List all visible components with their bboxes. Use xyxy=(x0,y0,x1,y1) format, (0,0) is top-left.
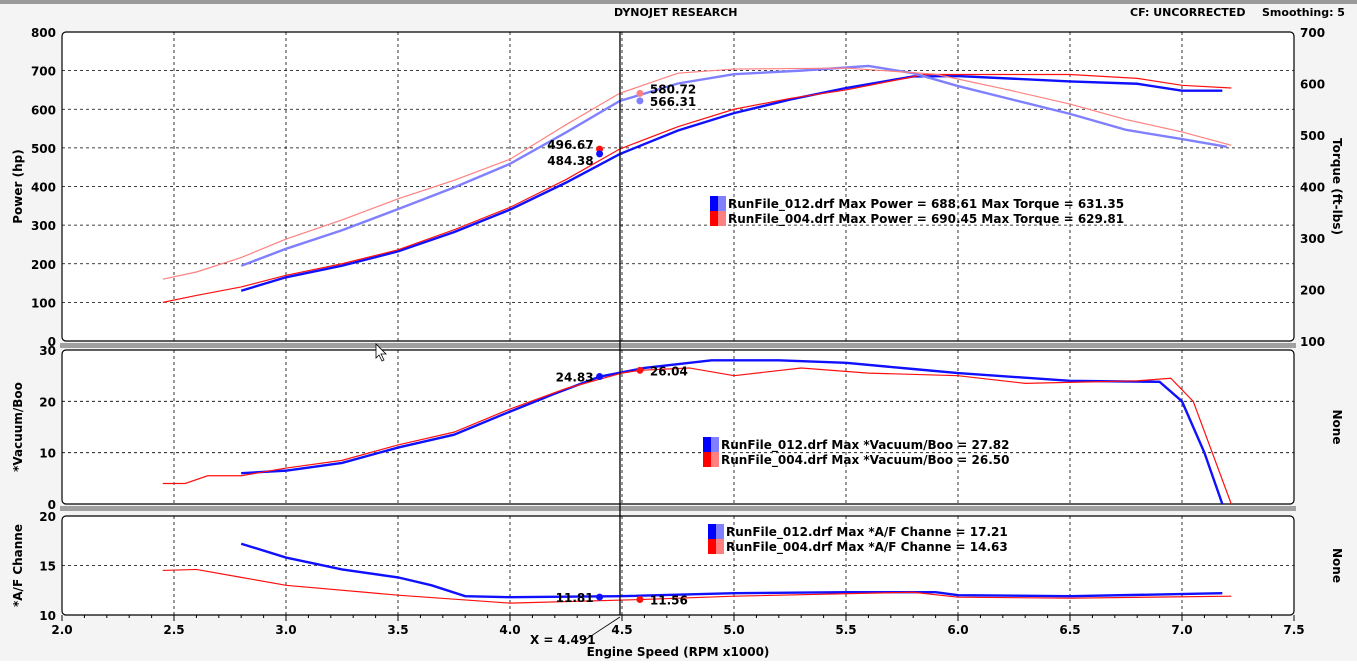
y-tick-label: 10 xyxy=(39,609,56,623)
x-tick-label: 5.0 xyxy=(723,623,744,637)
data-marker-label: 566.31 xyxy=(650,95,696,109)
data-marker-label: 11.56 xyxy=(650,594,688,608)
series-line-runfile-012-drf-power xyxy=(240,74,1223,292)
y2-tick-label: 100 xyxy=(1300,335,1325,349)
x-tick-label: 7.0 xyxy=(1171,623,1192,637)
panel-splitter xyxy=(60,343,1296,348)
data-marker-label: 484.38 xyxy=(547,154,593,168)
y-tick-label: 100 xyxy=(31,296,56,310)
chart-panel-2: 0 10 20 30 *Vacuum/Boo None 24.83 26.04 RunFile_… xyxy=(11,344,1344,512)
x-axis-label: Engine Speed (RPM x1000) xyxy=(587,645,770,659)
x-tick-label: 3.0 xyxy=(275,623,296,637)
x-tick-label: 2.5 xyxy=(163,623,184,637)
y2-tick-label: 500 xyxy=(1300,129,1325,143)
legend-entry: RunFile_012.drf Max Power = 688.61 Max T… xyxy=(728,197,1124,212)
series-line-runfile-012-drf-a-f-channe xyxy=(240,542,1223,599)
data-marker-label: 24.83 xyxy=(556,371,594,385)
y2-tick-label: 300 xyxy=(1300,232,1325,246)
data-marker xyxy=(596,150,604,158)
legend-swatch xyxy=(711,437,719,452)
data-marker xyxy=(596,593,604,601)
cursor-readout: X = 4.491 xyxy=(530,633,596,647)
legend-swatch xyxy=(703,452,711,467)
legend-swatch xyxy=(718,211,726,226)
y-axis-label: *Vacuum/Boo xyxy=(11,382,25,472)
y-tick-label: 15 xyxy=(39,560,56,574)
data-marker xyxy=(636,97,644,105)
y2-tick-label: 700 xyxy=(1300,26,1325,40)
panel-splitter xyxy=(60,506,1296,511)
data-marker-label: 26.04 xyxy=(650,364,688,378)
y-tick-label: 700 xyxy=(31,65,56,79)
legend-swatch xyxy=(710,196,718,211)
y2-axis-label: Torque (ft-lbs) xyxy=(1330,138,1344,235)
y-tick-label: 20 xyxy=(39,395,56,409)
x-tick-label: 4.0 xyxy=(499,623,520,637)
legend-swatch xyxy=(703,437,711,452)
chart-panel-1: 0 100 200 300 400 500 600 700 800 100 200 300 400 500… xyxy=(11,26,1344,349)
y-tick-label: 300 xyxy=(31,219,56,233)
legend-swatch xyxy=(710,211,718,226)
legend-entry: RunFile_012.drf Max *A/F Channe = 17.21 xyxy=(726,525,1008,540)
x-tick-label: 7.5 xyxy=(1283,623,1304,637)
correction-factor: CF: UNCORRECTED xyxy=(1130,6,1246,19)
data-marker xyxy=(636,596,644,604)
data-marker-label: 496.67 xyxy=(547,138,593,152)
y-tick-label: 800 xyxy=(31,26,56,40)
data-marker xyxy=(596,373,604,381)
y2-axis-label: None xyxy=(1330,410,1344,445)
y-tick-label: 10 xyxy=(39,447,56,461)
y-tick-label: 600 xyxy=(31,103,56,117)
y-tick-label: 0 xyxy=(48,498,56,512)
series-line-runfile-004-drf-vacuum-boo xyxy=(162,367,1232,505)
mouse-pointer-icon xyxy=(375,343,387,362)
y2-tick-label: 400 xyxy=(1300,181,1325,195)
legend-entry: RunFile_004.drf Max *Vacuum/Boo = 26.50 xyxy=(721,453,1009,468)
series-line-runfile-004-drf-power xyxy=(162,73,1232,303)
chart-panel-3: 10 15 20 *A/F Channe None 11.81 11.56 RunFile_0… xyxy=(11,510,1344,623)
y-tick-label: 200 xyxy=(31,258,56,272)
legend-swatch xyxy=(708,524,716,539)
legend-swatch xyxy=(708,539,716,554)
series-line-runfile-004-drf-a-f-channe xyxy=(162,568,1232,604)
legend-entry: RunFile_004.drf Max Power = 690.45 Max T… xyxy=(728,212,1124,227)
legend-entry: RunFile_004.drf Max *A/F Channe = 14.63 xyxy=(726,540,1008,555)
cursor-leader xyxy=(584,616,621,641)
chart-canvas[interactable]: 0100200300400500600700800100200300400500… xyxy=(0,4,1357,665)
y-tick-label: 20 xyxy=(39,510,56,524)
series-line-runfile-012-drf-torque xyxy=(240,64,1228,267)
data-marker xyxy=(636,366,644,374)
legend-swatch xyxy=(718,196,726,211)
data-marker-label: 580.72 xyxy=(650,82,696,96)
x-tick-label: 4.5 xyxy=(611,623,632,637)
legend-entry: RunFile_012.drf Max *Vacuum/Boo = 27.82 xyxy=(721,438,1009,453)
y-axis-label: Power (hp) xyxy=(11,149,25,223)
y-tick-label: 400 xyxy=(31,181,56,195)
x-tick-label: 6.0 xyxy=(947,623,968,637)
x-tick-label: 5.5 xyxy=(835,623,856,637)
y2-tick-label: 600 xyxy=(1300,78,1325,92)
legend-swatch xyxy=(716,524,724,539)
chart-title: DYNOJET RESEARCH xyxy=(614,6,738,19)
series-line-runfile-012-drf-vacuum-boo xyxy=(241,359,1224,505)
x-tick-label: 3.5 xyxy=(387,623,408,637)
y2-axis-label: None xyxy=(1330,548,1344,583)
y-tick-label: 30 xyxy=(39,344,56,358)
y2-tick-label: 200 xyxy=(1300,284,1325,298)
legend-swatch xyxy=(716,539,724,554)
y-tick-label: 0 xyxy=(48,335,56,349)
plot-area xyxy=(61,349,1295,505)
y-tick-label: 500 xyxy=(31,142,56,156)
x-tick-label: 2.0 xyxy=(51,623,72,637)
data-marker-label: 11.81 xyxy=(556,591,594,605)
data-marker xyxy=(636,89,644,97)
plot-area xyxy=(61,31,1295,342)
x-tick-label: 6.5 xyxy=(1059,623,1080,637)
y-axis-label: *A/F Channe xyxy=(11,524,25,607)
smoothing-label: Smoothing: 5 xyxy=(1262,6,1345,19)
legend-swatch xyxy=(711,452,719,467)
